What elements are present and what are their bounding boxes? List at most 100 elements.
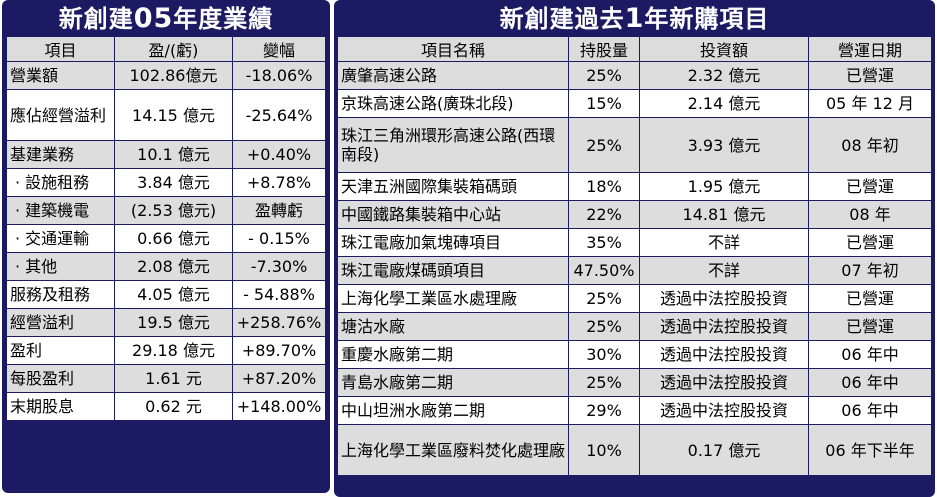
- results-title: 新創建05年度業績: [2, 0, 330, 38]
- row-change: -7.30%: [232, 252, 326, 281]
- project-investment: 透過中法控股投資: [639, 368, 809, 397]
- table-row: · 建築機電 (2.53 億元) 盈轉虧: [6, 196, 326, 225]
- header-investment: 投資額: [639, 36, 809, 62]
- row-value: 102.86億元: [114, 61, 233, 90]
- row-item: · 設施租務: [6, 168, 115, 197]
- table-row: · 其他 2.08 億元 -7.30%: [6, 252, 326, 281]
- project-date: 已營運: [808, 61, 932, 90]
- row-value: 14.15 億元: [114, 89, 233, 141]
- project-investment: 2.14 億元: [639, 89, 809, 118]
- row-change: - 54.88%: [232, 280, 326, 309]
- table-row: 應佔經營溢利 14.15 億元 -25.64%: [6, 89, 326, 141]
- table-row: 盈利 29.18 億元 +89.70%: [6, 336, 326, 365]
- project-stake: 15%: [568, 89, 640, 118]
- row-item: 盈利: [6, 336, 115, 365]
- row-value: 1.61 元: [114, 364, 233, 393]
- project-name: 珠江電廠加氣塊磚項目: [337, 228, 569, 257]
- project-investment: 透過中法控股投資: [639, 312, 809, 341]
- row-value: 29.18 億元: [114, 336, 233, 365]
- project-investment: 不詳: [639, 228, 809, 257]
- project-stake: 25%: [568, 61, 640, 90]
- row-change: - 0.15%: [232, 224, 326, 253]
- project-name: 上海化學工業區廢料焚化處理廠: [337, 424, 569, 476]
- acquisitions-title: 新創建過去1年新購項目: [334, 0, 935, 38]
- table-row: 上海化學工業區水處理廠 25% 透過中法控股投資 已營運: [337, 284, 932, 313]
- row-item: 應佔經營溢利: [6, 89, 115, 141]
- table-row: 天津五洲國際集裝箱碼頭 18% 1.95 億元 已營運: [337, 172, 932, 201]
- project-stake: 25%: [568, 312, 640, 341]
- project-name: 天津五洲國際集裝箱碼頭: [337, 172, 569, 201]
- project-investment: 0.17 億元: [639, 424, 809, 476]
- row-item: · 建築機電: [6, 196, 115, 225]
- table-row: 基建業務 10.1 億元 +0.40%: [6, 140, 326, 169]
- row-change: 盈轉虧: [232, 196, 326, 225]
- project-investment: 透過中法控股投資: [639, 284, 809, 313]
- header-stake: 持股量: [568, 36, 640, 62]
- project-stake: 25%: [568, 368, 640, 397]
- project-date: 已營運: [808, 284, 932, 313]
- row-item: 基建業務: [6, 140, 115, 169]
- project-stake: 10%: [568, 424, 640, 476]
- acquisitions-header-row: 項目名稱 持股量 投資額 營運日期: [337, 36, 932, 62]
- table-row: 中山坦洲水廠第二期 29% 透過中法控股投資 06 年中: [337, 396, 932, 425]
- row-item: · 其他: [6, 252, 115, 281]
- header-change: 變幅: [232, 36, 326, 62]
- row-value: 19.5 億元: [114, 308, 233, 337]
- project-name: 重慶水廠第二期: [337, 340, 569, 369]
- project-stake: 22%: [568, 200, 640, 229]
- project-name: 廣肇高速公路: [337, 61, 569, 90]
- row-value: (2.53 億元): [114, 196, 233, 225]
- project-stake: 29%: [568, 396, 640, 425]
- results-title-prefix: 新創建: [58, 5, 134, 33]
- acquisitions-title-prefix: 新創建過去: [499, 5, 625, 33]
- results-title-year: 05: [133, 3, 174, 34]
- row-value: 0.66 億元: [114, 224, 233, 253]
- project-stake: 25%: [568, 117, 640, 173]
- project-investment: 2.32 億元: [639, 61, 809, 90]
- header-item: 項目: [6, 36, 115, 62]
- acquisitions-title-num: 1: [624, 3, 645, 34]
- table-row: 服務及租務 4.05 億元 - 54.88%: [6, 280, 326, 309]
- row-change: +89.70%: [232, 336, 326, 365]
- project-date: 已營運: [808, 312, 932, 341]
- project-investment: 不詳: [639, 256, 809, 285]
- table-row: 末期股息 0.62 元 +148.00%: [6, 392, 326, 421]
- project-investment: 1.95 億元: [639, 172, 809, 201]
- results-title-suffix: 年度業績: [173, 5, 274, 33]
- table-row: 京珠高速公路(廣珠北段) 15% 2.14 億元 05 年 12 月: [337, 89, 932, 118]
- project-date: 06 年中: [808, 368, 932, 397]
- row-value: 3.84 億元: [114, 168, 233, 197]
- project-name: 中山坦洲水廠第二期: [337, 396, 569, 425]
- row-value: 2.08 億元: [114, 252, 233, 281]
- project-name: 青島水廠第二期: [337, 368, 569, 397]
- row-item: 服務及租務: [6, 280, 115, 309]
- header-profit: 盈/(虧): [114, 36, 233, 62]
- table-row: 經營溢利 19.5 億元 +258.76%: [6, 308, 326, 337]
- table-row: · 設施租務 3.84 億元 +8.78%: [6, 168, 326, 197]
- project-investment: 透過中法控股投資: [639, 340, 809, 369]
- project-investment: 14.81 億元: [639, 200, 809, 229]
- project-stake: 47.50%: [568, 256, 640, 285]
- header-project-name: 項目名稱: [337, 36, 569, 62]
- table-row: · 交通運輸 0.66 億元 - 0.15%: [6, 224, 326, 253]
- row-item: 末期股息: [6, 392, 115, 421]
- table-row: 塘沽水廠 25% 透過中法控股投資 已營運: [337, 312, 932, 341]
- project-date: 05 年 12 月: [808, 89, 932, 118]
- row-change: +148.00%: [232, 392, 326, 421]
- project-name: 京珠高速公路(廣珠北段): [337, 89, 569, 118]
- project-stake: 35%: [568, 228, 640, 257]
- project-investment: 透過中法控股投資: [639, 396, 809, 425]
- row-change: -25.64%: [232, 89, 326, 141]
- table-row: 重慶水廠第二期 30% 透過中法控股投資 06 年中: [337, 340, 932, 369]
- table-row: 珠江三角洲環形高速公路(西環南段) 25% 3.93 億元 08 年初: [337, 117, 932, 173]
- table-row: 每股盈利 1.61 元 +87.20%: [6, 364, 326, 393]
- acquisitions-title-suffix: 年新購項目: [644, 5, 770, 33]
- results-table: 項目 盈/(虧) 變幅 營業額 102.86億元 -18.06% 應佔經營溢利 14.…: [6, 36, 326, 421]
- project-name: 上海化學工業區水處理廠: [337, 284, 569, 313]
- row-change: +87.20%: [232, 364, 326, 393]
- project-investment: 3.93 億元: [639, 117, 809, 173]
- row-item: 營業額: [6, 61, 115, 90]
- project-date: 已營運: [808, 228, 932, 257]
- table-row: 青島水廠第二期 25% 透過中法控股投資 06 年中: [337, 368, 932, 397]
- project-date: 06 年中: [808, 396, 932, 425]
